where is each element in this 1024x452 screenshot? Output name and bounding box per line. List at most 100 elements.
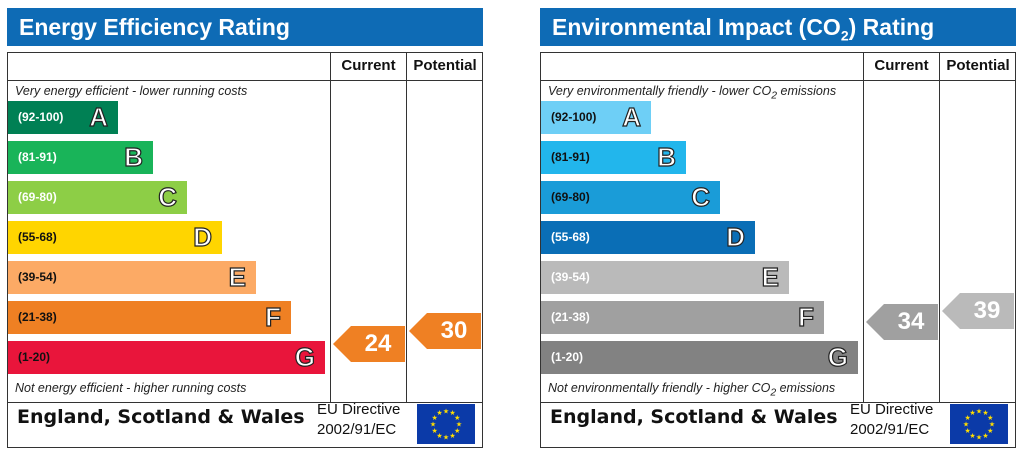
rating-band-a: (92-100) A <box>8 101 118 134</box>
eu-star-icon: ★ <box>456 421 462 429</box>
top-note-subscript: 2 <box>771 90 778 102</box>
band-range: (92-100) <box>551 110 597 124</box>
footer-region: England, Scotland & Wales <box>17 406 305 428</box>
footer-directive: EU Directive 2002/91/EC <box>850 400 933 440</box>
rating-band-d: (55-68) D <box>8 221 222 254</box>
eu-star-icon: ★ <box>989 421 995 429</box>
rating-band-c: (69-80) C <box>8 181 187 214</box>
eu-star-icon: ★ <box>987 414 993 422</box>
current-rating-value: 34 <box>897 308 925 335</box>
band-letter: C <box>691 181 711 212</box>
chart-frame <box>7 52 483 448</box>
band-range: (1-20) <box>551 350 584 364</box>
chart-title: Energy Efficiency Rating <box>7 8 483 46</box>
band-letter: A <box>622 101 642 132</box>
potential-rating-value: 30 <box>440 317 468 344</box>
band-range: (81-91) <box>551 150 590 164</box>
eu-star-icon: ★ <box>982 432 988 440</box>
eu-star-icon: ★ <box>432 414 438 422</box>
eu-star-icon: ★ <box>454 427 460 435</box>
eu-star-icon: ★ <box>976 408 982 416</box>
title-subscript: 2 <box>840 27 849 44</box>
eu-star-icon: ★ <box>430 421 436 429</box>
rating-band-c: (69-80) C <box>541 181 720 214</box>
band-letter: B <box>657 141 677 172</box>
column-header-potential: Potential <box>413 57 477 74</box>
footer-directive: EU Directive 2002/91/EC <box>317 400 400 440</box>
eu-flag-icon: ★ ★ ★ ★ ★ ★ ★ ★ ★ ★ ★ ★ <box>950 404 1008 444</box>
rating-band-a: (92-100) A <box>541 101 651 134</box>
eu-star-icon: ★ <box>982 409 988 417</box>
current-rating-arrow: 34 <box>866 304 938 340</box>
bottom-note-subscript: 2 <box>770 387 777 399</box>
eu-star-icon: ★ <box>449 432 455 440</box>
band-range: (55-68) <box>551 230 590 244</box>
rating-band-f: (21-38) F <box>8 301 291 334</box>
rating-band-b: (81-91) B <box>541 141 686 174</box>
rating-band-d: (55-68) D <box>541 221 755 254</box>
eu-star-icon: ★ <box>965 414 971 422</box>
eu-star-icon: ★ <box>963 421 969 429</box>
eu-star-icon: ★ <box>436 409 442 417</box>
band-range: (92-100) <box>18 110 64 124</box>
bottom-note: Not environmentally friendly - higher CO… <box>548 381 835 399</box>
column-header-potential: Potential <box>946 57 1010 74</box>
eu-star-icon: ★ <box>969 432 975 440</box>
band-range: (55-68) <box>18 230 57 244</box>
band-range: (69-80) <box>18 190 57 204</box>
band-range: (21-38) <box>18 310 57 324</box>
band-range: (39-54) <box>551 270 590 284</box>
band-letter: G <box>827 341 848 372</box>
eu-flag-icon: ★ ★ ★ ★ ★ ★ ★ ★ ★ ★ ★ ★ <box>417 404 475 444</box>
top-note-main: Very environmentally friendly - lower CO <box>548 84 772 98</box>
band-letter: F <box>265 301 282 332</box>
rating-band-g: (1-20) G <box>8 341 325 374</box>
directive-line-1: EU Directive <box>317 401 401 418</box>
band-range: (21-38) <box>551 310 590 324</box>
column-header-current: Current <box>874 57 929 74</box>
chart-title: Environmental Impact (CO2) Rating <box>540 8 1016 46</box>
top-note: Very environmentally friendly - lower CO… <box>548 84 836 102</box>
directive-line-2: 2002/91/EC <box>850 421 930 438</box>
current-rating-value: 24 <box>364 330 392 357</box>
band-letter: D <box>726 221 746 252</box>
band-letter: C <box>158 181 178 212</box>
eu-star-icon: ★ <box>976 434 982 442</box>
band-letter: G <box>294 341 315 372</box>
top-note-end: emissions <box>777 84 837 98</box>
rating-band-g: (1-20) G <box>541 341 858 374</box>
directive-line-2: 2002/91/EC <box>317 421 397 438</box>
potential-rating-value: 39 <box>973 297 1001 324</box>
eu-star-icon: ★ <box>965 427 971 435</box>
column-header-current: Current <box>341 57 396 74</box>
potential-rating-arrow: 30 <box>409 313 481 349</box>
rating-band-e: (39-54) E <box>541 261 789 294</box>
band-range: (1-20) <box>18 350 51 364</box>
rating-band-f: (21-38) F <box>541 301 824 334</box>
current-rating-arrow: 24 <box>333 326 405 362</box>
band-range: (69-80) <box>551 190 590 204</box>
eu-star-icon: ★ <box>432 427 438 435</box>
bottom-note-end: emissions <box>776 381 836 395</box>
title-end: ) Rating <box>848 14 935 40</box>
potential-rating-arrow: 39 <box>942 293 1014 329</box>
band-range: (39-54) <box>18 270 57 284</box>
eu-star-icon: ★ <box>443 408 449 416</box>
rating-band-e: (39-54) E <box>8 261 256 294</box>
footer-region: England, Scotland & Wales <box>550 406 838 428</box>
band-range: (81-91) <box>18 150 57 164</box>
eu-star-icon: ★ <box>969 409 975 417</box>
band-letter: F <box>798 301 815 332</box>
band-letter: B <box>124 141 144 172</box>
environmental-impact-chart: Environmental Impact (CO2) Rating Curren… <box>540 8 1016 450</box>
bottom-note: Not energy efficient - higher running co… <box>15 381 247 395</box>
band-letter: A <box>89 101 109 132</box>
title-main: Environmental Impact (CO <box>552 14 841 40</box>
band-letter: E <box>228 261 247 292</box>
chart-frame <box>540 52 1016 448</box>
eu-star-icon: ★ <box>443 434 449 442</box>
eu-star-icon: ★ <box>987 427 993 435</box>
top-note: Very energy efficient - lower running co… <box>15 84 248 98</box>
eu-star-icon: ★ <box>454 414 460 422</box>
directive-line-1: EU Directive <box>850 401 934 418</box>
